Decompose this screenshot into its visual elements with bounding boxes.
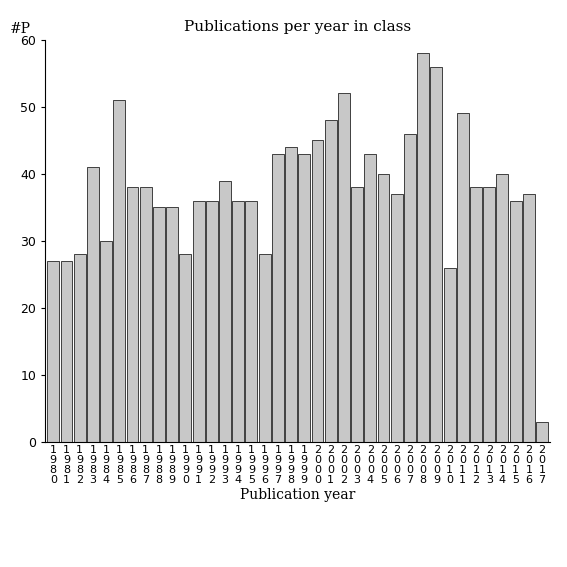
Bar <box>351 187 363 442</box>
Bar <box>166 208 178 442</box>
X-axis label: Publication year: Publication year <box>240 488 356 502</box>
Bar <box>430 66 442 442</box>
Bar <box>325 120 337 442</box>
Bar <box>232 201 244 442</box>
Bar <box>365 154 376 442</box>
Bar <box>126 187 138 442</box>
Bar <box>61 261 73 442</box>
Text: #P: #P <box>10 22 31 36</box>
Bar <box>443 268 455 442</box>
Bar <box>483 187 495 442</box>
Bar <box>497 174 509 442</box>
Bar <box>404 134 416 442</box>
Bar <box>338 94 350 442</box>
Bar <box>378 174 390 442</box>
Bar <box>536 422 548 442</box>
Bar <box>179 255 191 442</box>
Bar <box>140 187 152 442</box>
Bar <box>113 100 125 442</box>
Bar <box>219 180 231 442</box>
Bar <box>87 167 99 442</box>
Bar <box>391 194 403 442</box>
Bar <box>153 208 165 442</box>
Bar <box>272 154 284 442</box>
Bar <box>311 141 323 442</box>
Bar <box>523 194 535 442</box>
Bar <box>298 154 310 442</box>
Bar <box>206 201 218 442</box>
Bar <box>47 261 59 442</box>
Bar <box>510 201 522 442</box>
Bar <box>457 113 469 442</box>
Bar <box>259 255 270 442</box>
Bar <box>100 241 112 442</box>
Bar <box>417 53 429 442</box>
Bar <box>74 255 86 442</box>
Title: Publications per year in class: Publications per year in class <box>184 20 411 35</box>
Bar <box>246 201 257 442</box>
Bar <box>193 201 205 442</box>
Bar <box>470 187 482 442</box>
Bar <box>285 147 297 442</box>
